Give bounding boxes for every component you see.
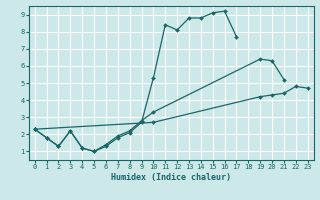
X-axis label: Humidex (Indice chaleur): Humidex (Indice chaleur) [111, 173, 231, 182]
